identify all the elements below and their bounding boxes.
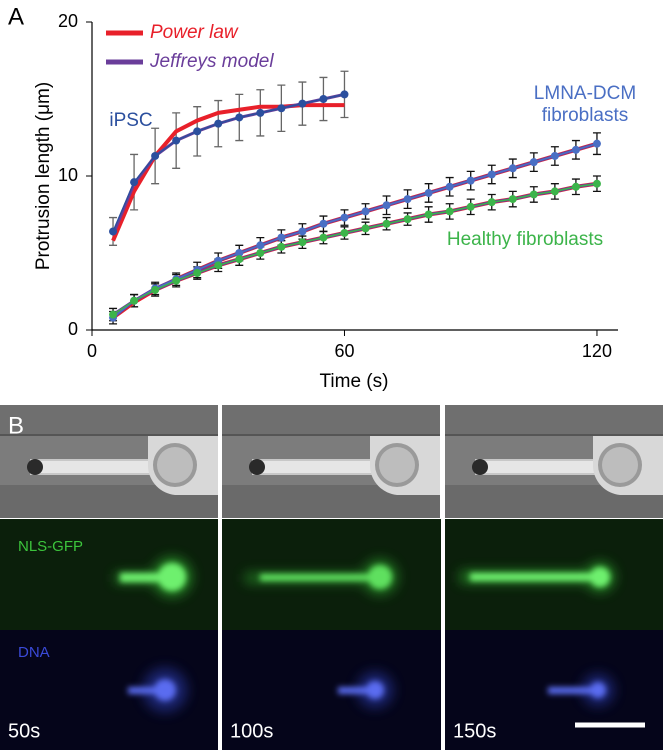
data-point: [298, 238, 307, 247]
data-point: [235, 249, 244, 257]
data-point: [592, 179, 601, 188]
data-point: [319, 95, 328, 103]
data-point: [445, 182, 454, 191]
data-point: [424, 210, 433, 219]
data-point: [403, 195, 412, 204]
data-point: [361, 207, 370, 216]
y-tick-label: 10: [58, 165, 78, 185]
data-point: [256, 108, 265, 117]
data-point: [382, 201, 391, 210]
dna-row: [0, 630, 663, 750]
data-point: [109, 227, 118, 236]
x-tick-label: 120: [582, 341, 612, 361]
brightfield-row: [0, 405, 663, 519]
x-tick-label: 0: [87, 341, 97, 361]
data-point: [550, 151, 559, 160]
data-point: [529, 190, 538, 199]
data-point: [319, 233, 328, 242]
data-point: [151, 151, 160, 160]
data-point: [277, 104, 286, 113]
data-point: [109, 310, 118, 319]
x-tick-label: 60: [334, 341, 354, 361]
data-point: [487, 198, 496, 207]
y-tick-label: 20: [58, 11, 78, 31]
data-point: [424, 188, 433, 197]
data-point: [277, 233, 286, 242]
data-point: [256, 249, 265, 257]
data-point: [193, 269, 202, 278]
series-annotation: iPSC: [109, 110, 153, 131]
data-point: [340, 90, 349, 99]
data-point: [319, 219, 328, 228]
time-label: 100s: [230, 720, 273, 742]
series-annotation: LMNA-DCM fibroblasts: [533, 83, 637, 126]
data-point: [277, 242, 286, 251]
gfp-row: [0, 519, 663, 630]
data-point: [151, 285, 160, 294]
data-point: [172, 136, 181, 145]
separator: [218, 405, 222, 750]
panel-label: B: [8, 412, 24, 439]
data-point: [466, 202, 475, 211]
data-point: [214, 119, 223, 128]
data-point: [130, 178, 139, 187]
data-point: [172, 276, 181, 285]
data-point: [235, 113, 244, 122]
x-axis-label: Time (s): [320, 371, 389, 392]
y-tick-label: 0: [68, 319, 78, 339]
chart: A Time (s) Protrusion length (μm) 0 10 20 0…: [8, 3, 618, 392]
data-point: [550, 187, 559, 196]
data-point: [529, 158, 538, 167]
time-label: 50s: [8, 720, 40, 742]
legend-label: Jeffreys model: [149, 51, 274, 72]
data-point: [361, 224, 370, 233]
data-point: [193, 127, 202, 136]
channel-label: DNA: [18, 644, 50, 661]
data-point: [340, 228, 349, 237]
y-axis-label: Protrusion length (μm): [33, 82, 54, 270]
separator: [441, 405, 445, 750]
data-point: [340, 213, 349, 222]
channel-label: NLS-GFP: [18, 538, 83, 555]
data-point: [298, 227, 307, 236]
data-point: [382, 219, 391, 228]
micrographs: B NLS-GFP DNA 50s 100s 150s: [0, 405, 663, 750]
data-point: [256, 241, 265, 250]
time-label: 150s: [453, 720, 496, 742]
data-point: [298, 99, 307, 108]
data-point: [508, 195, 517, 204]
data-point: [592, 139, 601, 148]
data-point: [235, 255, 244, 264]
data-point: [403, 215, 412, 224]
data-point: [445, 207, 454, 216]
legend-label: Power law: [150, 22, 239, 43]
data-point: [571, 182, 580, 191]
data-point: [508, 164, 517, 173]
series-annotation: Healthy fibroblasts: [446, 229, 604, 250]
data-point: [466, 176, 475, 185]
data-point: [130, 296, 139, 305]
panel-label: A: [8, 3, 24, 30]
data-point: [214, 261, 223, 270]
data-point: [571, 145, 580, 154]
data-point: [487, 170, 496, 179]
